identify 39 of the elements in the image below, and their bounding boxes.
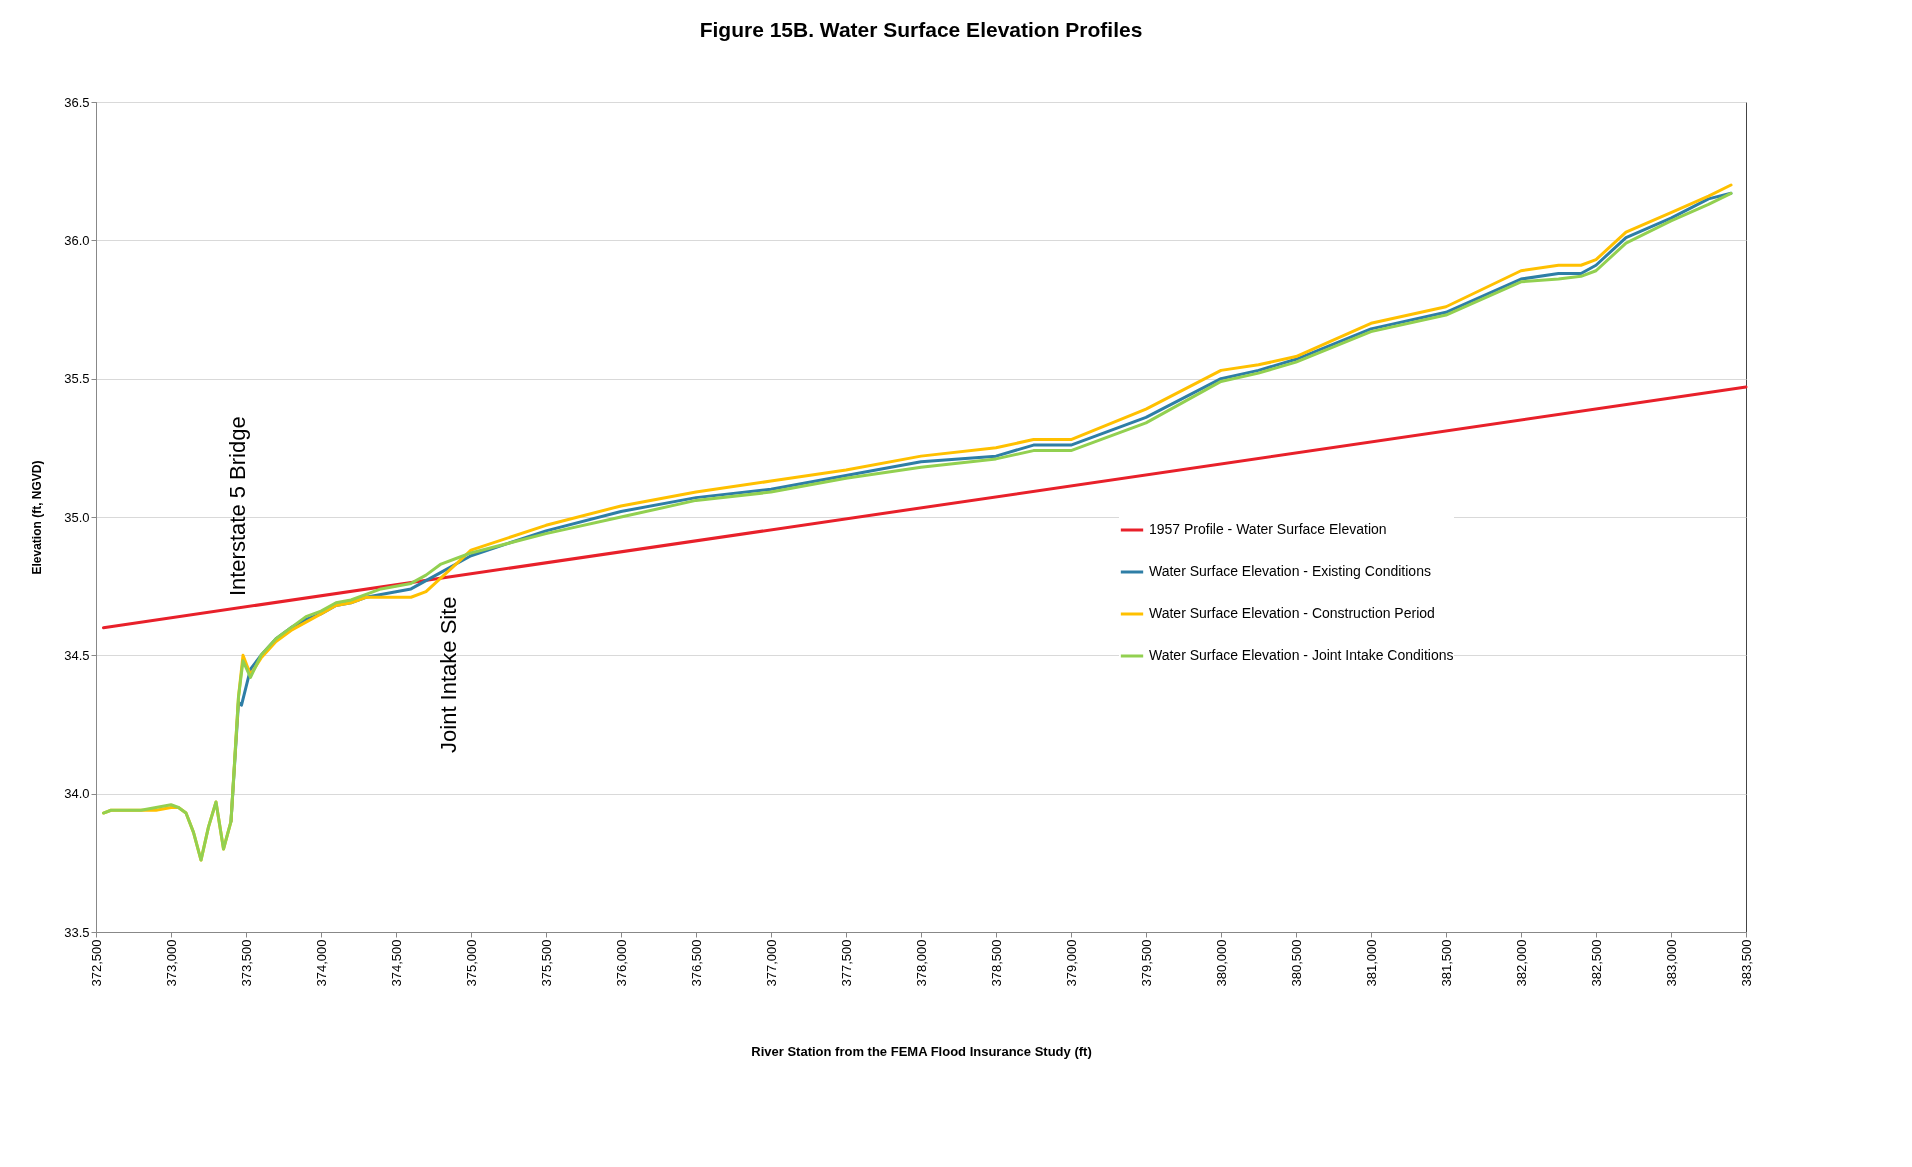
chart-title: Figure 15B. Water Surface Elevation Profiles	[699, 18, 1143, 41]
x-tick-label: 381,000	[1363, 939, 1379, 987]
x-tick-label: 376,000	[613, 939, 629, 987]
legend-label: Water Surface Elevation - Existing Conditions	[1149, 563, 1431, 579]
x-tick-label: 374,500	[388, 939, 404, 987]
x-tick-label: 379,000	[1063, 939, 1079, 987]
x-tick-label: 381,500	[1438, 939, 1454, 987]
x-tick-label: 382,000	[1513, 939, 1529, 987]
x-axis-title: River Station from the FEMA Flood Insurance Study (ft)	[751, 1044, 1092, 1060]
y-tick-label: 36.5	[64, 94, 90, 110]
x-tick-label: 378,000	[913, 939, 929, 987]
x-tick-label: 383,500	[1738, 939, 1754, 987]
x-tick-label: 382,500	[1588, 939, 1604, 987]
y-tick-label: 34.5	[64, 647, 90, 663]
x-tick-label: 377,500	[838, 939, 854, 987]
legend-label: Water Surface Elevation - Construction Period	[1149, 605, 1435, 621]
legend-label: Water Surface Elevation - Joint Intake Conditions	[1149, 647, 1454, 663]
x-tick-label: 373,000	[163, 939, 179, 987]
annotation: Interstate 5 Bridge	[224, 416, 250, 597]
x-tick-label: 379,500	[1138, 939, 1154, 987]
y-axis-title: Elevation (ft, NGVD)	[30, 460, 45, 575]
annotation: Joint Intake Site	[436, 596, 462, 753]
x-tick-label: 380,000	[1213, 939, 1229, 987]
y-tick-label: 35.5	[64, 371, 90, 387]
x-tick-label: 375,500	[538, 939, 554, 987]
x-tick-label: 372,500	[88, 939, 104, 987]
legend-label: 1957 Profile - Water Surface Elevation	[1149, 521, 1387, 537]
x-tick-label: 378,500	[988, 939, 1004, 987]
y-tick-label: 36.0	[64, 232, 90, 248]
x-tick-label: 380,500	[1288, 939, 1304, 987]
x-tick-label: 377,000	[763, 939, 779, 987]
y-tick-label: 35.0	[64, 509, 90, 525]
x-tick-label: 373,500	[238, 939, 254, 987]
x-tick-label: 375,000	[463, 939, 479, 987]
y-tick-label: 33.5	[64, 924, 90, 940]
x-tick-label: 376,500	[688, 939, 704, 987]
x-tick-label: 383,000	[1663, 939, 1679, 987]
y-tick-label: 34.0	[64, 786, 90, 802]
x-tick-label: 374,000	[313, 939, 329, 987]
